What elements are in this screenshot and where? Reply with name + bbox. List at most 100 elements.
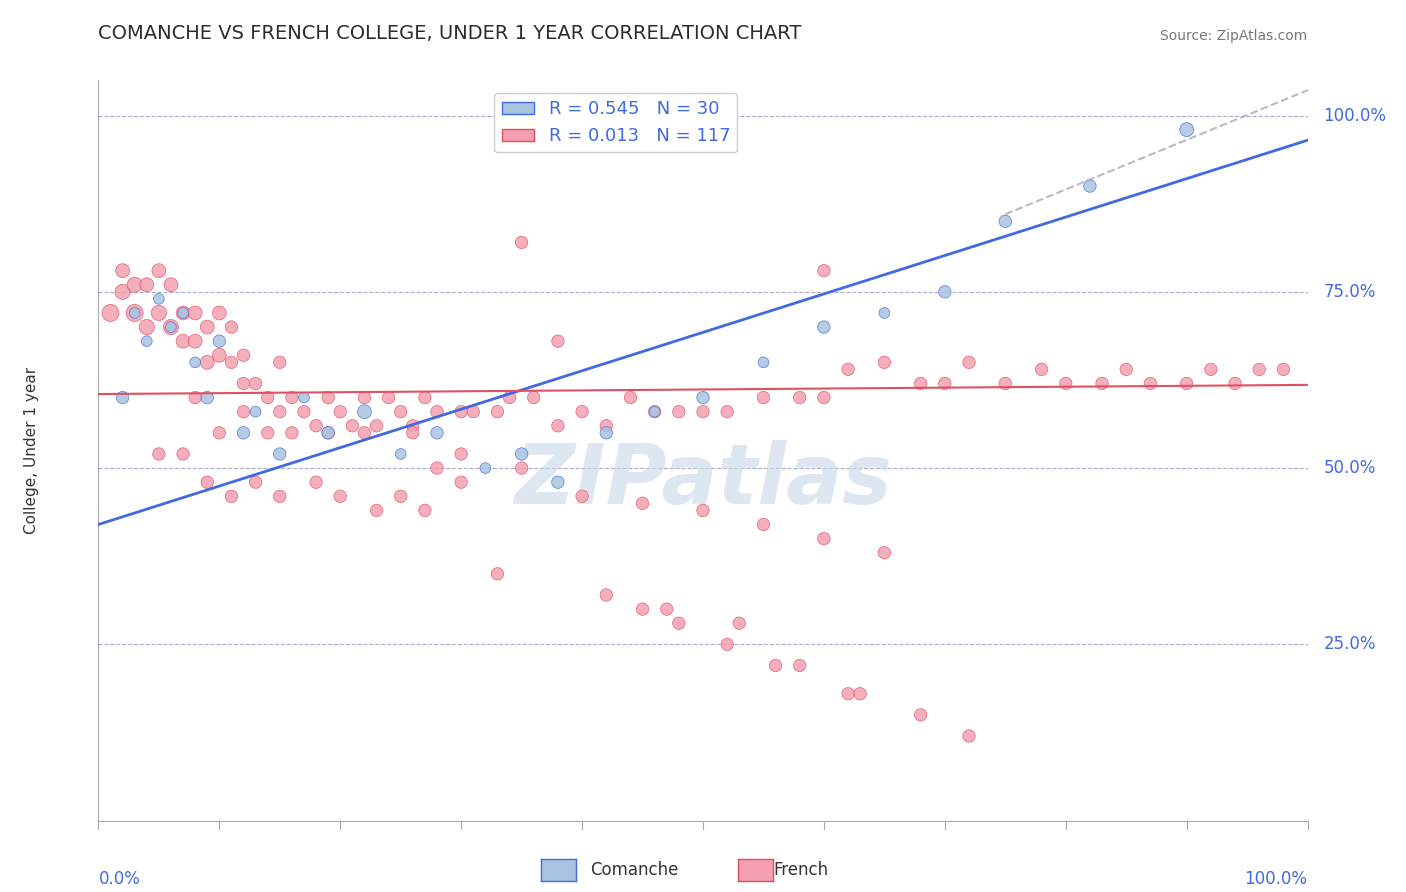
Text: 0.0%: 0.0%	[98, 870, 141, 888]
Point	[195, 320, 218, 334]
Text: 75.0%: 75.0%	[1323, 283, 1375, 301]
Point	[245, 475, 267, 490]
Point	[413, 391, 436, 405]
Point	[644, 405, 666, 419]
Point	[389, 489, 412, 503]
Point	[631, 496, 654, 510]
Point	[957, 729, 980, 743]
Point	[366, 418, 388, 433]
Point	[208, 425, 231, 440]
Point	[305, 475, 328, 490]
Point	[571, 405, 593, 419]
Point	[389, 447, 412, 461]
Point	[305, 418, 328, 433]
Point	[595, 425, 617, 440]
Point	[716, 637, 738, 651]
Text: ZIPatlas: ZIPatlas	[515, 440, 891, 521]
Point	[124, 306, 146, 320]
Point	[353, 391, 375, 405]
Point	[934, 285, 956, 299]
Point	[595, 588, 617, 602]
Point	[413, 503, 436, 517]
Point	[353, 425, 375, 440]
Point	[232, 425, 254, 440]
Point	[135, 334, 157, 348]
Point	[510, 461, 533, 475]
Point	[510, 235, 533, 250]
Point	[994, 376, 1017, 391]
Point	[269, 447, 291, 461]
Text: 100.0%: 100.0%	[1244, 870, 1308, 888]
Point	[486, 405, 509, 419]
Point	[631, 602, 654, 616]
Point	[342, 418, 364, 433]
Point	[752, 517, 775, 532]
Point	[377, 391, 399, 405]
Point	[1249, 362, 1271, 376]
Point	[486, 566, 509, 581]
Point	[100, 306, 122, 320]
Point	[316, 425, 339, 440]
Point	[389, 405, 412, 419]
Point	[208, 348, 231, 362]
Point	[668, 616, 690, 631]
Point	[281, 425, 304, 440]
Point	[402, 425, 425, 440]
Point	[221, 489, 243, 503]
Point	[245, 376, 267, 391]
Point	[184, 334, 207, 348]
Point	[160, 320, 183, 334]
Point	[1115, 362, 1137, 376]
Point	[329, 405, 352, 419]
Point	[873, 546, 896, 560]
Point	[474, 461, 496, 475]
Point	[644, 405, 666, 419]
Point	[245, 405, 267, 419]
Point	[957, 355, 980, 369]
Point	[813, 532, 835, 546]
Point	[366, 503, 388, 517]
Point	[450, 405, 472, 419]
Point	[837, 362, 859, 376]
Point	[184, 391, 207, 405]
Point	[221, 320, 243, 334]
Text: COMANCHE VS FRENCH COLLEGE, UNDER 1 YEAR CORRELATION CHART: COMANCHE VS FRENCH COLLEGE, UNDER 1 YEAR…	[98, 24, 801, 43]
Point	[195, 355, 218, 369]
Point	[148, 263, 170, 277]
Point	[111, 285, 134, 299]
Point	[813, 391, 835, 405]
Point	[1199, 362, 1222, 376]
Point	[111, 391, 134, 405]
Point	[135, 320, 157, 334]
Point	[934, 376, 956, 391]
Point	[571, 489, 593, 503]
Point	[160, 320, 183, 334]
Point	[316, 391, 339, 405]
Point	[208, 306, 231, 320]
Point	[402, 418, 425, 433]
Point	[292, 405, 315, 419]
Text: Comanche: Comanche	[591, 861, 679, 879]
Point	[208, 334, 231, 348]
Point	[1078, 179, 1101, 194]
Point	[498, 391, 520, 405]
Point	[269, 405, 291, 419]
Point	[1272, 362, 1295, 376]
Point	[910, 707, 932, 722]
Point	[256, 425, 278, 440]
Text: 50.0%: 50.0%	[1323, 459, 1375, 477]
Point	[692, 405, 714, 419]
Point	[281, 391, 304, 405]
Point	[426, 461, 449, 475]
Point	[994, 214, 1017, 228]
Point	[1175, 122, 1198, 136]
Point	[463, 405, 485, 419]
Point	[813, 320, 835, 334]
Point	[728, 616, 751, 631]
Legend: R = 0.545   N = 30, R = 0.013   N = 117: R = 0.545 N = 30, R = 0.013 N = 117	[495, 93, 737, 153]
Point	[148, 306, 170, 320]
Point	[752, 355, 775, 369]
Point	[269, 489, 291, 503]
Point	[1054, 376, 1077, 391]
Point	[547, 418, 569, 433]
